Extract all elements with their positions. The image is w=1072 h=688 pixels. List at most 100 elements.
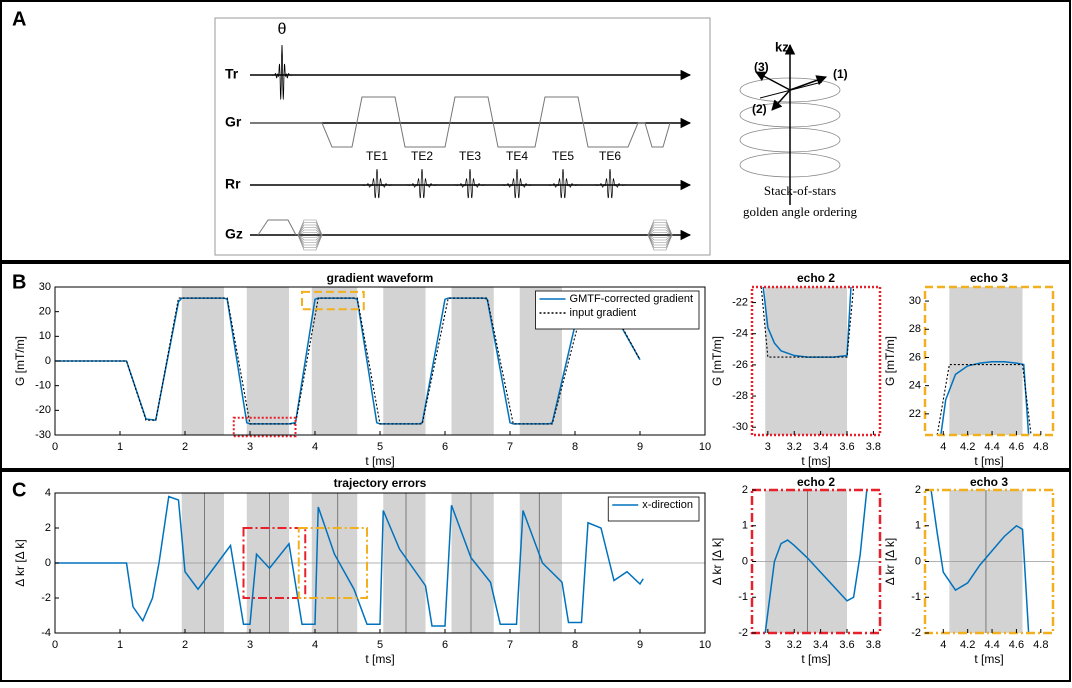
x-tick-label: 10 <box>699 441 711 453</box>
series-line <box>55 297 641 425</box>
y-tick-label: -24 <box>732 328 748 340</box>
row-label: Gz <box>225 226 243 242</box>
y-tick-label: 10 <box>39 330 51 342</box>
x-axis-label: t [ms] <box>365 652 394 666</box>
axes-frame <box>923 285 1055 437</box>
acquisition-band <box>181 287 224 435</box>
x-tick-label: 1 <box>117 639 123 651</box>
echo-signal <box>355 168 399 199</box>
chart-title: echo 2 <box>797 475 835 489</box>
x-tick-label: 9 <box>637 441 643 453</box>
echo-signal <box>495 168 539 199</box>
x-tick-label: 4.6 <box>1009 441 1024 453</box>
legend-label: x-direction <box>642 499 693 511</box>
x-tick-label: 3.2 <box>787 639 802 651</box>
legend-label: GMTF-corrected gradient <box>570 293 693 305</box>
kz-label: kz <box>775 39 789 54</box>
diagram-box <box>214 17 711 256</box>
axes-frame <box>750 285 882 437</box>
x-tick-label: 4.6 <box>1009 639 1024 651</box>
panel-letter: C <box>12 479 26 501</box>
acquisition-band <box>383 287 426 435</box>
y-tick-label: 0 <box>915 555 921 567</box>
acquisition-band <box>949 287 1023 435</box>
x-tick-label: 2 <box>182 441 188 453</box>
x-axis-label: t [ms] <box>801 652 830 666</box>
phase-encode <box>647 219 673 251</box>
highlight-box <box>301 290 365 311</box>
legend-label: input gradient <box>570 307 637 319</box>
y-tick-label: 30 <box>39 281 51 293</box>
y-tick-label: 4 <box>45 487 51 499</box>
y-tick-label: -26 <box>732 359 748 371</box>
y-tick-label: -20 <box>35 404 51 416</box>
series-line <box>764 490 868 633</box>
y-tick-label: -2 <box>738 627 748 639</box>
x-tick-label: 4.2 <box>960 639 975 651</box>
chart: 3 3.2 3.4 3.6 3.8 -30 -28 -26 -24 -22 echo 2 t [ms]… <box>710 271 882 468</box>
y-tick-label: -1 <box>911 591 921 603</box>
series-line <box>936 363 1032 435</box>
panel-border <box>0 470 1071 682</box>
x-tick-label: 8 <box>572 441 578 453</box>
x-axis-label: t [ms] <box>974 454 1003 468</box>
legend-box <box>607 496 700 522</box>
y-tick-label: -1 <box>738 591 748 603</box>
spoke <box>759 81 823 99</box>
x-tick-label: 3 <box>247 639 253 651</box>
legend: x-direction <box>607 496 700 522</box>
y-tick-label: 2 <box>915 484 921 496</box>
panel-border <box>0 0 1071 262</box>
panel-letter: A <box>12 8 26 30</box>
y-tick-label: -22 <box>732 296 748 308</box>
chart: 0 1 2 3 4 5 6 7 8 9 10 -4 -2 0 2 4 trajectory errors t [m… <box>13 476 711 666</box>
x-tick-label: 3.2 <box>787 441 802 453</box>
chart-title: trajectory errors <box>334 476 427 490</box>
x-tick-label: 0 <box>52 639 58 651</box>
y-tick-label: -2 <box>41 592 51 604</box>
spoke <box>755 71 791 91</box>
y-tick-label: 28 <box>909 323 921 335</box>
y-axis-label: G [mT/m] <box>883 336 897 386</box>
highlight-box <box>297 527 368 599</box>
y-axis-label: Δ kr [Δ k] <box>883 538 897 585</box>
acquisition-band <box>765 287 848 435</box>
row-label: Gr <box>225 114 242 130</box>
x-tick-label: 3.8 <box>866 639 881 651</box>
x-tick-label: 4 <box>312 639 318 651</box>
direction-label: (2) <box>752 102 767 116</box>
y-tick-label: 0 <box>45 557 51 569</box>
chart: 4 4.2 4.4 4.6 4.8 22 24 26 28 30 echo 3 t [ms] G [mT… <box>883 271 1055 468</box>
legend: GMTF-corrected gradient input gradient <box>535 290 700 330</box>
x-tick-label: 4.4 <box>984 639 999 651</box>
echo-label: TE2 <box>411 149 433 163</box>
x-axis-label: t [ms] <box>801 454 830 468</box>
caption: Stack-of-stars <box>764 183 836 198</box>
y-axis-label: G [mT/m] <box>13 336 27 386</box>
y-tick-label: 1 <box>915 520 921 532</box>
series-line <box>762 287 852 358</box>
row-label: Rr <box>225 176 241 192</box>
series-line <box>760 287 855 358</box>
y-tick-label: -10 <box>35 380 51 392</box>
chart: 4 4.2 4.4 4.6 4.8 -2 -1 0 1 2 echo 3 t [ms] Δ kr [Δ … <box>883 475 1055 666</box>
x-tick-label: 4 <box>312 441 318 453</box>
x-tick-label: 4.2 <box>960 441 975 453</box>
y-tick-label: 30 <box>909 295 921 307</box>
panel-letter: B <box>12 271 26 293</box>
series-line <box>940 360 1030 435</box>
x-tick-label: 6 <box>442 441 448 453</box>
y-tick-label: 0 <box>742 555 748 567</box>
sequence-diagram: Tr Gr Rr Gz θ TE1 TE2 TE3 TE4 TE5 TE6 kz… <box>214 17 858 256</box>
y-tick-label: 24 <box>909 380 921 392</box>
chart-title: gradient waveform <box>327 271 434 285</box>
x-tick-label: 0 <box>52 441 58 453</box>
phase-encode <box>297 219 323 251</box>
x-tick-label: 3 <box>765 639 771 651</box>
x-tick-label: 4 <box>940 639 946 651</box>
x-tick-label: 4.8 <box>1033 441 1048 453</box>
echo-label: TE6 <box>599 149 621 163</box>
echo-signal <box>588 168 632 199</box>
echo-signal <box>448 168 492 199</box>
spoke <box>789 75 827 91</box>
